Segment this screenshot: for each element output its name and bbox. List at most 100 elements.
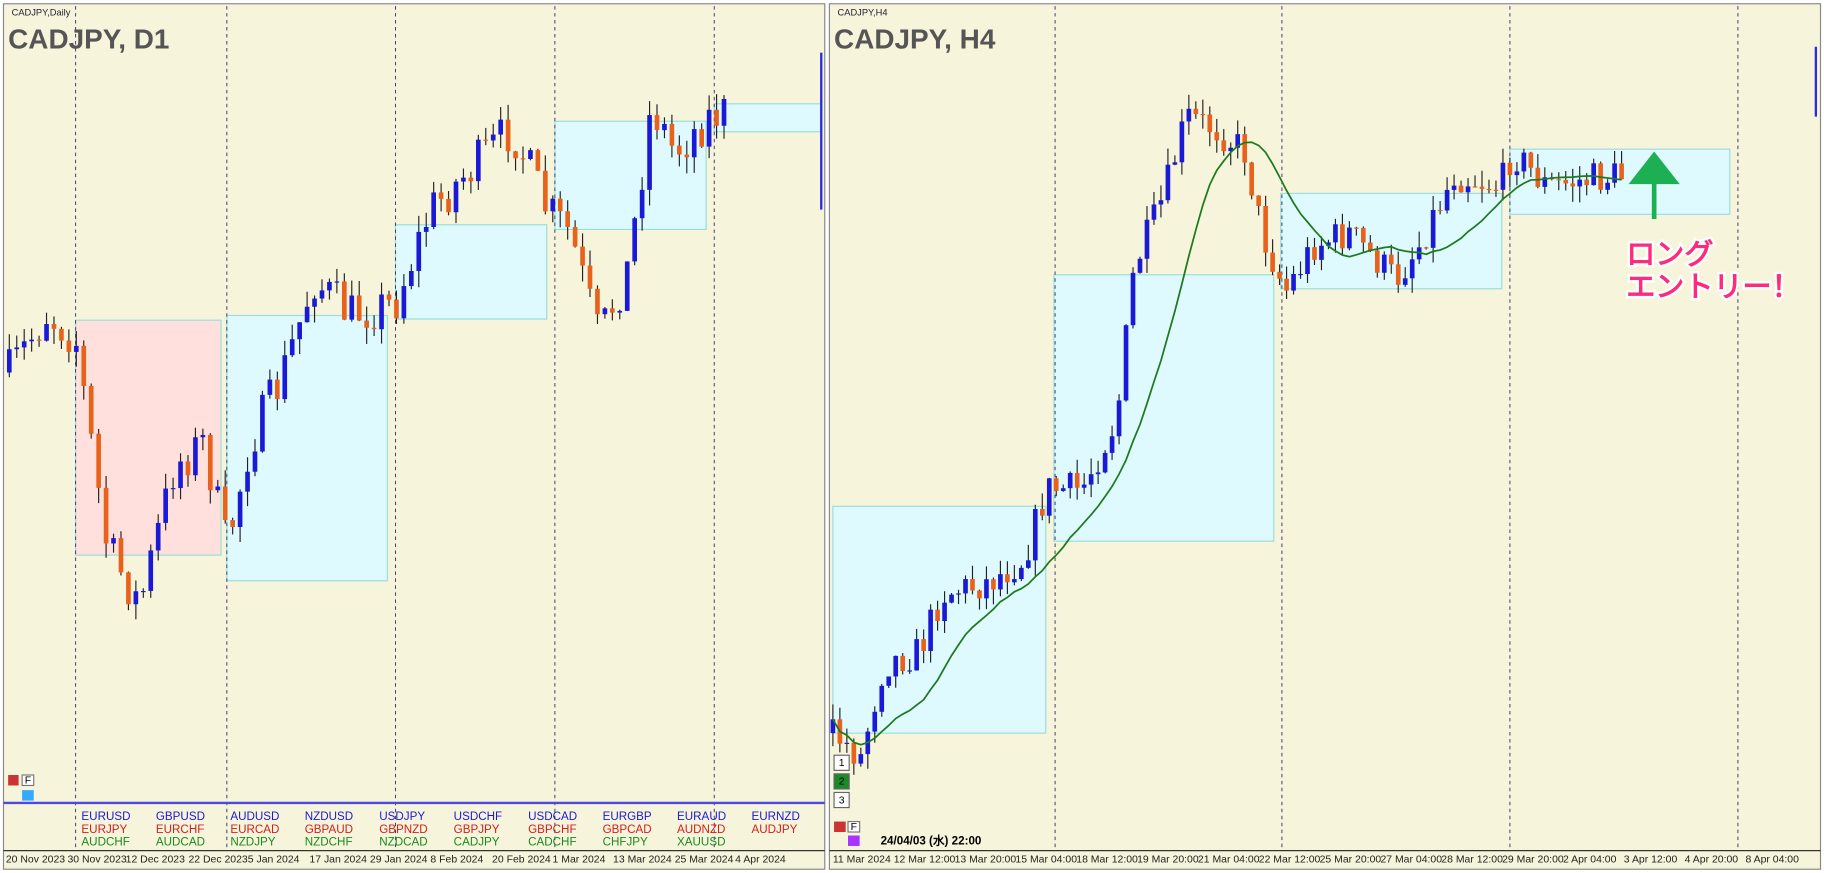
candle [505, 119, 511, 152]
candle [476, 139, 481, 182]
candle [490, 134, 496, 141]
symbol-link[interactable]: NZDCAD [379, 836, 427, 849]
candle [260, 394, 265, 452]
candle [29, 339, 34, 342]
symbol-link[interactable]: NZDUSD [305, 810, 353, 823]
candle [1605, 182, 1610, 190]
candle [327, 281, 332, 291]
x-tick-label: 30 Nov 2023 [67, 855, 126, 866]
symbol-link[interactable]: GBPCHF [528, 823, 576, 836]
candle [1409, 259, 1415, 279]
symbol-link[interactable]: GBPAUD [305, 823, 353, 836]
candle [215, 486, 221, 491]
candle [289, 339, 295, 356]
candle [1458, 185, 1464, 193]
symbol-link[interactable]: EURUSD [81, 810, 130, 823]
symbol-link[interactable]: GBPJPY [454, 823, 500, 836]
symbol-link[interactable]: NZDJPY [230, 836, 275, 849]
candle [1165, 164, 1171, 201]
candle [1116, 400, 1122, 437]
x-tick-label: 25 Mar 2024 [675, 855, 734, 866]
x-tick-label: 20 Feb 2024 [492, 855, 551, 866]
symbol-link[interactable]: EURAUD [677, 810, 726, 823]
candle [1235, 134, 1241, 148]
symbol-link[interactable]: CADJPY [454, 836, 500, 849]
candle [66, 340, 72, 352]
candle [624, 261, 630, 311]
candle [1067, 472, 1073, 489]
symbol-link[interactable]: GBPCAD [603, 823, 652, 836]
symbol-link[interactable]: USDCAD [528, 810, 577, 823]
candle [1402, 278, 1408, 285]
timeframe-button[interactable] [833, 754, 850, 771]
close-button[interactable] [834, 821, 846, 833]
chart-layer [6, 6, 1739, 851]
symbol-link[interactable]: NZDCHF [305, 836, 353, 849]
symbol-link[interactable]: EURNZD [751, 810, 799, 823]
symbol-link[interactable]: AUDNZD [677, 823, 725, 836]
x-tick-label: 28 Mar 12:00 [1441, 855, 1503, 866]
symbol-link[interactable]: USDCHF [454, 810, 502, 823]
symbol-link[interactable]: USDJPY [379, 810, 425, 823]
x-tick-label: 8 Apr 04:00 [1745, 855, 1799, 866]
candle [185, 461, 191, 476]
candle [1179, 121, 1185, 163]
candle [1444, 189, 1450, 211]
f-button[interactable] [847, 820, 861, 833]
symbol-link[interactable]: CADCHF [528, 836, 576, 849]
candle [304, 306, 310, 323]
candle [595, 288, 600, 315]
candle [998, 574, 1003, 590]
candle [879, 685, 885, 712]
close-button[interactable] [8, 775, 19, 786]
f-button-label: F [25, 776, 31, 787]
candle [237, 491, 243, 527]
symbol-link[interactable]: EURCHF [156, 823, 204, 836]
candle [677, 145, 682, 155]
zone-box [713, 103, 822, 133]
candle [1479, 186, 1485, 189]
symbol-link[interactable]: GBPUSD [156, 810, 205, 823]
candle [1563, 179, 1569, 184]
symbol-link[interactable]: CHFJPY [603, 836, 648, 849]
candle [1472, 186, 1478, 188]
candle [394, 299, 399, 319]
timeframe-button[interactable] [833, 773, 850, 790]
candle [1207, 114, 1213, 133]
candle [1312, 247, 1317, 260]
candle [73, 345, 79, 352]
candle [684, 154, 690, 158]
candle [297, 322, 302, 340]
candle [647, 115, 652, 190]
candle [81, 345, 87, 386]
symbol-link[interactable]: AUDJPY [751, 823, 797, 836]
symbol-link[interactable]: GBPNZD [379, 823, 427, 836]
symbol-link[interactable]: AUDCHF [81, 836, 129, 849]
candle [1535, 167, 1541, 187]
symbol-link[interactable]: XAUUSD [677, 836, 725, 849]
candle [1612, 163, 1617, 183]
symbol-link[interactable]: EURGBP [603, 810, 652, 823]
candle [991, 579, 996, 590]
annotation: ロング [1626, 238, 1713, 271]
candle [498, 119, 503, 135]
candle [103, 487, 109, 544]
candle [1249, 162, 1254, 196]
candle [1291, 274, 1296, 291]
candle [1039, 508, 1045, 516]
symbol-link[interactable]: AUDUSD [230, 810, 279, 823]
candle [401, 286, 407, 319]
candle [557, 198, 563, 212]
timeframe-button[interactable] [833, 791, 850, 809]
candle [1060, 488, 1066, 491]
f-button[interactable] [21, 774, 35, 787]
symbol-link[interactable]: EURJPY [81, 823, 127, 836]
symbol-link[interactable]: AUDCAD [156, 836, 205, 849]
color-button[interactable] [22, 790, 34, 801]
candle [1256, 195, 1261, 207]
candle [140, 590, 146, 593]
candle [528, 150, 533, 159]
symbol-link[interactable]: EURCAD [230, 823, 279, 836]
candle [222, 486, 228, 521]
color-button[interactable] [848, 835, 860, 846]
